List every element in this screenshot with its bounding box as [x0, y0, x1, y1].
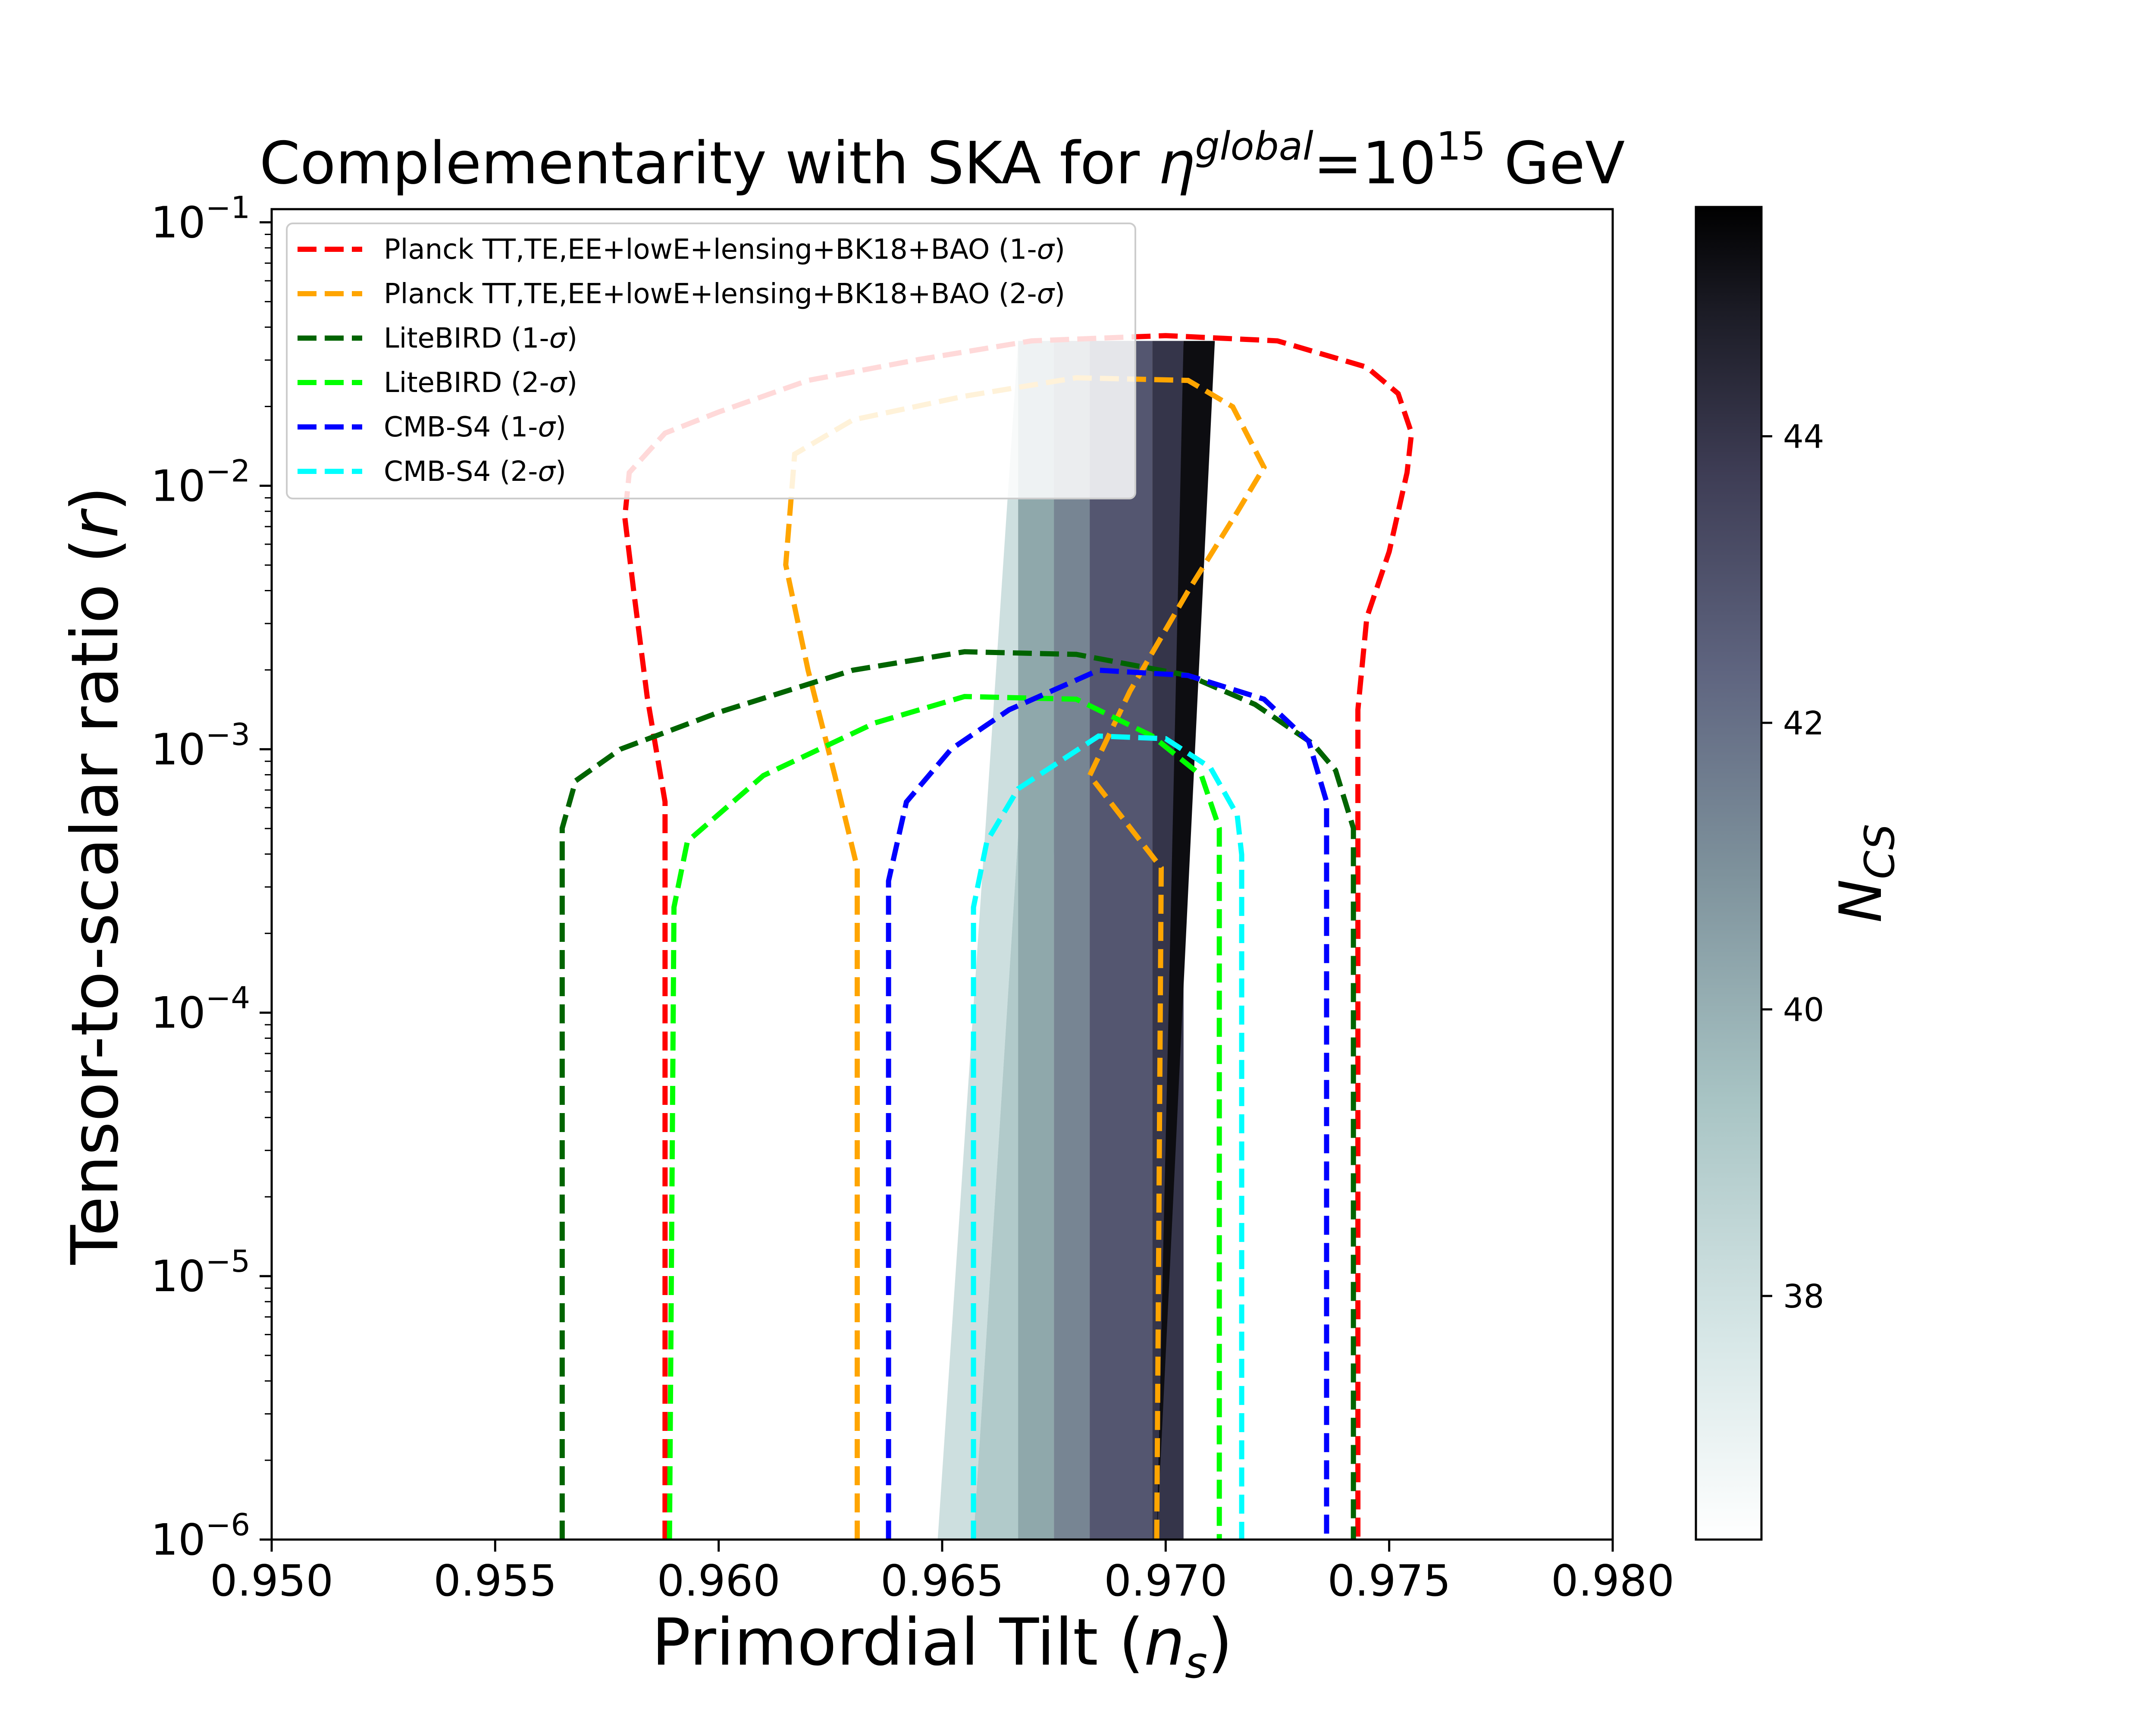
x-tick-label-5: 0.975 — [1328, 1556, 1451, 1606]
y-tick-label-5: 10−1 — [151, 190, 250, 248]
x-axis-label-close: ) — [1207, 1605, 1233, 1680]
series-line-3 — [667, 694, 1222, 1540]
plot-area — [559, 333, 1414, 1540]
shade-band-3 — [1018, 341, 1054, 1540]
legend-label-3: LiteBIRD (2-σ) — [384, 367, 577, 399]
series-line-4 — [886, 668, 1329, 1540]
x-tick-label-3: 0.965 — [881, 1556, 1004, 1606]
legend-label-4: CMB-S4 (1-σ) — [384, 411, 566, 443]
colorbar-label-main: N — [1827, 879, 1895, 923]
colorbar-ticks: 38 40 42 44 — [1761, 418, 1824, 1315]
y-axis-label-close: ) — [58, 486, 133, 512]
chart-title-exp: 15 — [1436, 124, 1486, 169]
y-axis-label-main: Tensor-to-scalar ratio ( — [58, 538, 133, 1265]
colorbar: 38 40 42 44 NCS — [1695, 206, 1904, 1541]
colorbar-tick-label-0: 38 — [1783, 1277, 1824, 1315]
chart-title: Complementarity with SKA for ηglobal=101… — [260, 124, 1625, 197]
x-tick-label-4: 0.970 — [1104, 1556, 1227, 1606]
colorbar-label-sub: CS — [1856, 824, 1904, 879]
colorbar-tick-label-1: 40 — [1783, 991, 1824, 1029]
x-axis-label: Primordial Tilt (ns) — [652, 1605, 1232, 1688]
x-tick-label-0: 0.950 — [210, 1556, 333, 1606]
legend-box — [286, 223, 1136, 499]
legend: Planck TT,TE,EE+lowE+lensing+BK18+BAO (1… — [286, 223, 1136, 499]
y-tick-label-1: 10−5 — [151, 1244, 250, 1302]
x-tick-label-6: 0.980 — [1551, 1556, 1674, 1606]
y-axis-label-var: r — [58, 508, 133, 538]
colorbar-tick-label-3: 44 — [1783, 418, 1824, 456]
colorbar-gradient — [1695, 206, 1763, 1541]
series-line-0 — [622, 333, 1414, 1540]
legend-entries: Planck TT,TE,EE+lowE+lensing+BK18+BAO (1… — [298, 234, 1065, 488]
y-tick-label-2: 10−4 — [151, 980, 250, 1038]
y-axis-ticks: 10−6 10−5 10−4 10−3 10−2 10−1 — [151, 190, 272, 1565]
colorbar-tick-label-2: 42 — [1783, 704, 1824, 742]
series-line-5 — [971, 733, 1244, 1540]
chart-title-eta: η — [1158, 129, 1195, 197]
shaded-region — [937, 341, 1215, 1540]
chart-title-main: Complementarity with SKA for — [260, 129, 1158, 197]
y-axis-label: Tensor-to-scalar ratio (r) — [58, 486, 133, 1265]
shade-band-5 — [1090, 341, 1153, 1540]
x-tick-label-2: 0.960 — [657, 1556, 780, 1606]
colorbar-label: NCS — [1827, 824, 1904, 922]
x-axis-ticks: 0.950 0.955 0.960 0.965 0.970 0.975 0.980 — [210, 1540, 1674, 1606]
legend-label-1: Planck TT,TE,EE+lowE+lensing+BK18+BAO (2… — [384, 278, 1065, 310]
y-tick-label-0: 10−6 — [151, 1507, 250, 1565]
chart-title-eq: =10 — [1313, 129, 1436, 197]
y-tick-label-3: 10−3 — [151, 717, 250, 775]
x-axis-label-main: Primordial Tilt ( — [652, 1605, 1144, 1680]
shade-band-4 — [1054, 341, 1090, 1540]
shade-band-7 — [1156, 341, 1215, 1540]
x-tick-label-1: 0.955 — [433, 1556, 557, 1606]
y-tick-label-4: 10−2 — [151, 453, 250, 511]
legend-label-2: LiteBIRD (1-σ) — [384, 323, 577, 354]
chart-title-unit: GeV — [1485, 129, 1625, 197]
series-line-2 — [559, 649, 1356, 1540]
x-axis-label-var: n — [1144, 1605, 1185, 1680]
legend-label-0: Planck TT,TE,EE+lowE+lensing+BK18+BAO (1… — [384, 234, 1065, 266]
legend-label-5: CMB-S4 (2-σ) — [384, 456, 566, 488]
x-axis-label-sub: s — [1185, 1637, 1207, 1688]
chart-title-sup: global — [1195, 124, 1313, 169]
